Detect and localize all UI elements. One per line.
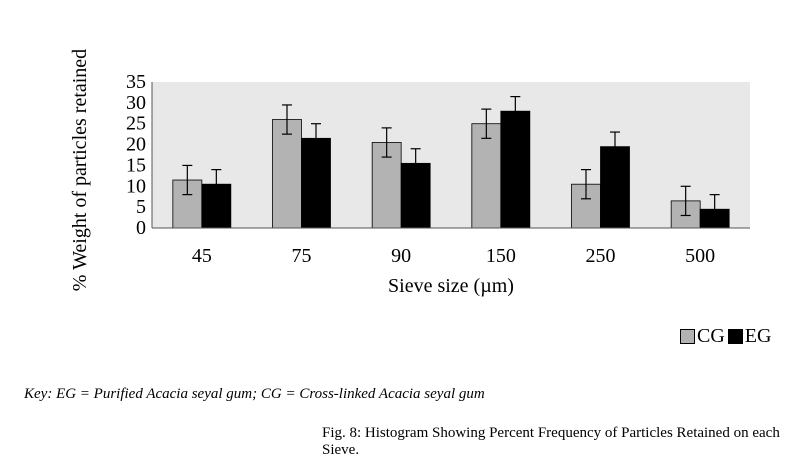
- x-tick-label: 45: [192, 245, 212, 267]
- x-tick-label: 500: [685, 245, 715, 267]
- y-tick-label: 25: [126, 113, 146, 135]
- x-tick-labels: 45 75 90 150 250 500: [192, 245, 715, 267]
- legend-label-eg: EG: [744, 325, 772, 347]
- bar-cg-150: [471, 123, 502, 229]
- y-tick-label: 15: [126, 154, 146, 176]
- y-tick-label: 10: [126, 175, 146, 197]
- legend-item-cg: CG: [680, 325, 725, 348]
- legend-swatch-cg: [680, 329, 695, 344]
- error-bar-cg-75: [282, 104, 292, 135]
- error-bar-eg-250: [610, 131, 620, 162]
- error-bar-cg-500: [680, 185, 691, 217]
- error-bar-cg-90: [381, 127, 392, 158]
- error-bar-cg-250: [581, 169, 591, 200]
- error-bar-eg-45: [211, 169, 222, 200]
- x-axis-title: Sieve size (µm): [388, 275, 514, 297]
- y-tick-label: 30: [126, 92, 146, 114]
- key-note: Key: EG = Purified Acacia seyal gum; CG …: [24, 386, 485, 402]
- x-tick-label: 250: [586, 245, 616, 267]
- error-bar-cg-150: [481, 108, 492, 139]
- y-tick-label: 0: [136, 217, 146, 239]
- figure-caption: Fig. 8: Histogram Showing Percent Freque…: [322, 425, 780, 458]
- legend-label-cg: CG: [697, 325, 725, 347]
- y-axis-title: % Weight of particles retained: [69, 49, 91, 291]
- y-tick-label: 20: [126, 134, 146, 156]
- bar-eg-150: [500, 110, 531, 229]
- error-bar-eg-500: [709, 194, 720, 225]
- error-bar-eg-75: [311, 123, 321, 154]
- error-bar-eg-90: [410, 148, 421, 179]
- bar-cg-75: [272, 119, 302, 229]
- legend-item-eg: EG: [727, 325, 772, 348]
- error-bar-eg-150: [510, 95, 521, 127]
- y-tick-label: 5: [136, 196, 146, 218]
- x-tick-label: 75: [292, 245, 312, 267]
- legend-swatch-eg: [727, 329, 743, 344]
- bar-eg-75: [301, 137, 331, 229]
- error-bars-group: [182, 95, 720, 225]
- y-tick-label: 35: [126, 71, 146, 93]
- chart-legend: CG EG: [680, 325, 774, 348]
- plot-area: [152, 82, 750, 228]
- x-tick-label: 90: [391, 245, 411, 267]
- x-tick-label: 150: [486, 245, 516, 267]
- error-bar-cg-45: [182, 164, 193, 196]
